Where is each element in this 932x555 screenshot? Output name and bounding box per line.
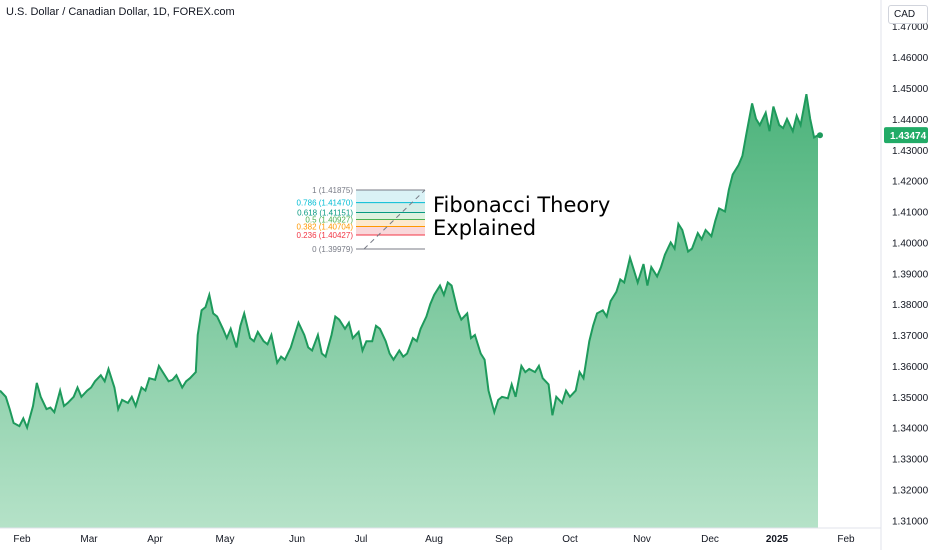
price-tick-label: 1.39000 (892, 269, 929, 280)
time-tick-label: May (216, 534, 235, 545)
price-line (0, 94, 819, 431)
fib-level-label: 0.786 (1.41470) (297, 199, 354, 208)
time-tick-label: Feb (13, 534, 31, 545)
fib-zone (356, 235, 425, 249)
price-tick-label: 1.33000 (892, 455, 929, 466)
time-tick-label: Mar (80, 534, 98, 545)
price-tick-label: 1.38000 (892, 300, 929, 311)
price-tick-label: 1.40000 (892, 238, 929, 249)
time-axis[interactable]: Feb Mar Apr May Jun Jul Aug Sep Oct Nov Dec 2025 Feb (13, 534, 855, 545)
price-tick-label: 1.31000 (892, 516, 929, 527)
promo-title: Fibonacci Theory Explained (433, 194, 610, 240)
chart-title: U.S. Dollar / Canadian Dollar, 1D, FOREX… (6, 6, 235, 18)
promo-title-line-2: Explained (433, 216, 537, 240)
price-area-fill (0, 94, 818, 528)
price-axis[interactable]: 1.47000 1.46000 1.45000 1.44000 1.43000 1.420… (892, 22, 929, 527)
price-tick-label: 1.36000 (892, 362, 929, 373)
currency-button[interactable]: CAD (888, 5, 928, 24)
price-tick-label: 1.32000 (892, 485, 929, 496)
fib-level-label: 0.618 (1.41151) (297, 209, 353, 218)
time-tick-label: 2025 (766, 534, 789, 545)
price-tick-label: 1.44000 (892, 115, 929, 126)
time-tick-label: Apr (147, 534, 163, 545)
fib-level-label: 0.236 (1.40427) (297, 231, 354, 240)
fib-zone (356, 202, 425, 213)
fib-level-label: 0.382 (1.40704) (297, 222, 354, 231)
promo-title-line-1: Fibonacci Theory (433, 193, 611, 217)
time-tick-label: Aug (425, 534, 443, 545)
fib-zone (356, 212, 425, 220)
price-tick-label: 1.43000 (892, 146, 929, 157)
last-price-dot (817, 132, 823, 139)
time-tick-label: Jun (289, 534, 305, 545)
last-price-badge-bg (884, 127, 928, 144)
time-tick-label: Nov (633, 534, 651, 545)
fib-zone (356, 190, 425, 203)
time-tick-label: Sep (495, 534, 513, 545)
price-tick-label: 1.37000 (892, 331, 929, 342)
time-tick-label: Jul (355, 534, 368, 545)
fib-level-label: 1 (1.41875) (312, 186, 353, 195)
price-tick-label: 1.42000 (892, 177, 929, 188)
price-tick-label: 1.34000 (892, 424, 929, 435)
price-tick-label: 1.35000 (892, 393, 929, 404)
fibonacci-retracement[interactable]: 1 (1.41875) 0.786 (1.41470)0.618 (1.41151… (297, 186, 426, 254)
fib-level-label: 0.5 (1.40927) (305, 216, 353, 225)
last-price-badge: 1.43474 (884, 127, 928, 144)
price-tick-label: 1.41000 (892, 208, 929, 219)
time-tick-label: Oct (562, 534, 578, 545)
fib-level-label: 0 (1.39979) (312, 245, 353, 254)
price-tick-label: 1.47000 (892, 22, 929, 33)
time-tick-label: Dec (701, 534, 719, 545)
price-tick-label: 1.45000 (892, 84, 929, 95)
time-tick-label: Feb (837, 534, 855, 545)
last-price-label: 1.43474 (890, 131, 927, 142)
fib-zone (356, 226, 425, 236)
price-tick-label: 1.46000 (892, 53, 929, 64)
